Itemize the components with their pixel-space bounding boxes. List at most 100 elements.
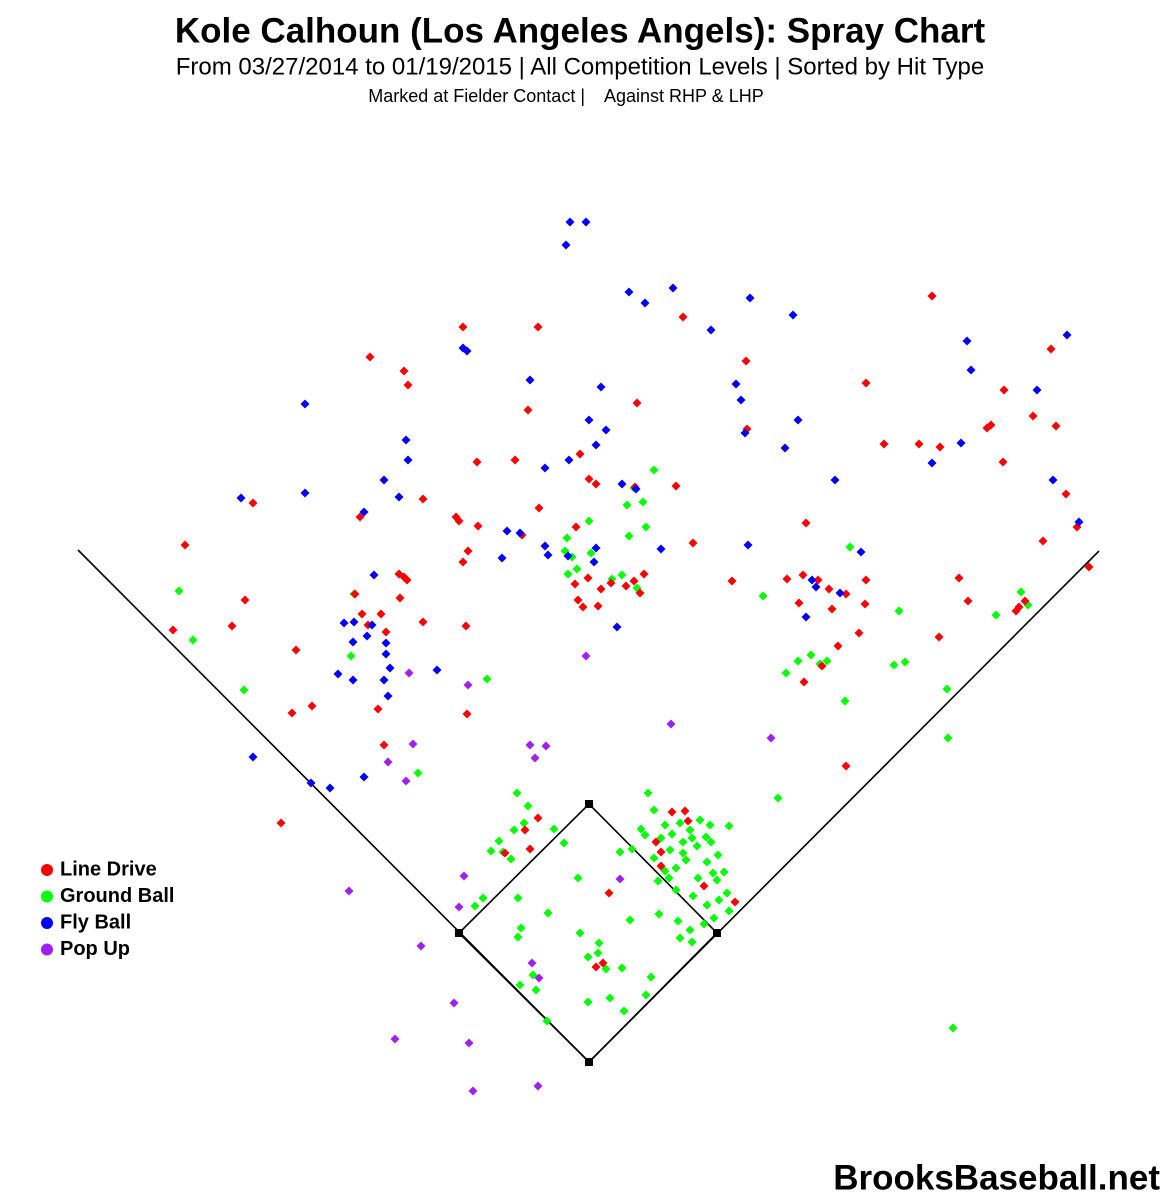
point <box>731 379 741 389</box>
point <box>418 494 428 504</box>
point <box>486 846 496 856</box>
point <box>649 853 659 863</box>
point <box>782 574 792 584</box>
legend-marker <box>41 890 53 903</box>
point <box>1048 475 1058 485</box>
point <box>572 564 582 574</box>
point <box>239 685 249 695</box>
point <box>394 492 404 502</box>
point <box>401 435 411 445</box>
legend-marker <box>41 943 53 956</box>
point <box>584 516 594 526</box>
point <box>615 874 625 884</box>
point <box>564 455 574 465</box>
chart-title: Kole Calhoun (Los Angeles Angels): Spray… <box>175 11 986 50</box>
point <box>1046 344 1056 354</box>
point <box>349 617 359 627</box>
point <box>575 928 585 938</box>
point <box>986 420 996 430</box>
point <box>856 547 866 557</box>
point <box>543 908 553 918</box>
point <box>824 584 834 594</box>
point <box>357 609 367 619</box>
point <box>861 378 871 388</box>
point <box>701 832 711 842</box>
point <box>573 873 583 883</box>
point <box>671 885 681 895</box>
point <box>1020 596 1030 606</box>
point <box>513 932 523 942</box>
point <box>681 855 691 865</box>
point <box>403 380 413 390</box>
point <box>794 598 804 608</box>
point <box>458 322 468 332</box>
second-base <box>585 800 593 808</box>
point <box>403 455 413 465</box>
points <box>168 217 1094 1096</box>
point <box>798 570 808 580</box>
point <box>743 540 753 550</box>
legend-marker <box>41 864 53 876</box>
point <box>643 788 653 798</box>
point <box>344 886 354 896</box>
point <box>801 518 811 528</box>
point <box>509 825 519 835</box>
point <box>418 617 428 627</box>
point <box>861 575 871 585</box>
point <box>617 963 627 973</box>
point <box>449 998 459 1008</box>
point <box>462 346 472 356</box>
point <box>617 479 627 489</box>
point <box>640 830 650 840</box>
source: BrooksBaseball.net <box>833 1158 1160 1197</box>
point <box>966 365 976 375</box>
point <box>306 778 316 788</box>
point <box>841 761 851 771</box>
point <box>889 660 899 670</box>
point <box>227 621 237 631</box>
point <box>381 638 391 648</box>
point <box>631 484 641 494</box>
point <box>730 897 740 907</box>
point <box>606 578 616 588</box>
point <box>817 661 827 671</box>
point <box>350 589 360 599</box>
point <box>627 844 637 854</box>
legend-marker <box>41 917 53 929</box>
point <box>745 293 755 303</box>
point <box>462 709 472 719</box>
point <box>656 544 666 554</box>
point <box>534 973 544 983</box>
point <box>699 919 709 929</box>
point <box>591 479 601 489</box>
point <box>999 385 1009 395</box>
point <box>841 589 851 599</box>
point <box>593 948 603 958</box>
point <box>998 457 1008 467</box>
point <box>533 322 543 332</box>
point <box>624 531 634 541</box>
point <box>615 847 625 857</box>
point <box>333 669 343 679</box>
point <box>683 816 693 826</box>
point <box>408 739 418 749</box>
point <box>724 906 734 916</box>
point <box>624 287 634 297</box>
point <box>619 1006 629 1016</box>
point <box>934 632 944 642</box>
point <box>562 533 572 543</box>
point <box>688 891 698 901</box>
legend-label: Fly Ball <box>60 911 131 933</box>
point <box>570 579 580 589</box>
point <box>563 569 573 579</box>
point <box>379 475 389 485</box>
point <box>927 458 937 468</box>
point <box>589 557 599 567</box>
point <box>943 733 953 743</box>
point <box>667 807 677 817</box>
point <box>685 825 695 835</box>
point <box>520 825 530 835</box>
point <box>702 900 712 910</box>
point <box>638 497 648 507</box>
